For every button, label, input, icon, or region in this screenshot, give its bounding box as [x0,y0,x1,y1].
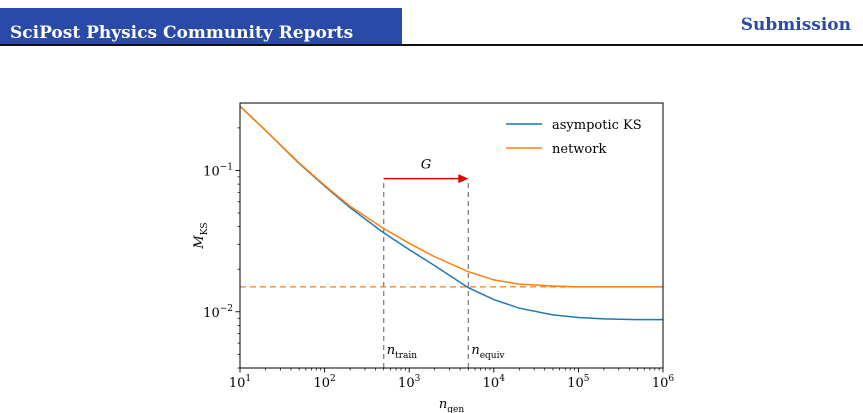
x-tick-label: 104 [483,374,506,391]
x-tick-label: 103 [398,374,421,391]
x-tick-label: 105 [567,374,590,391]
reference-line-label: ntrain [387,343,418,361]
y-tick-label: 10−2 [203,304,233,321]
journal-title: SciPost Physics Community Reports [10,23,354,43]
legend-label: network [552,142,606,157]
x-tick-label: 101 [229,374,251,391]
y-axis-label: MKS [192,222,210,249]
journal-badge: SciPost Physics Community Reports [0,8,402,44]
x-tick-label: 106 [652,374,675,391]
reference-line-label: nequiv [471,343,505,361]
series-line [239,105,663,288]
header-rule [0,44,863,46]
x-tick-label: 102 [313,374,335,391]
plot-frame [239,102,664,369]
x-axis-label: ngen [439,397,464,413]
legend-label: asympotic KS [552,118,642,133]
section-label: Submission [740,15,851,35]
arrow-head [458,174,469,184]
y-tick-label: 10−1 [203,162,233,179]
arrow-label: G [421,158,431,173]
page-header: SciPost Physics Community Reports Submis… [0,0,863,46]
